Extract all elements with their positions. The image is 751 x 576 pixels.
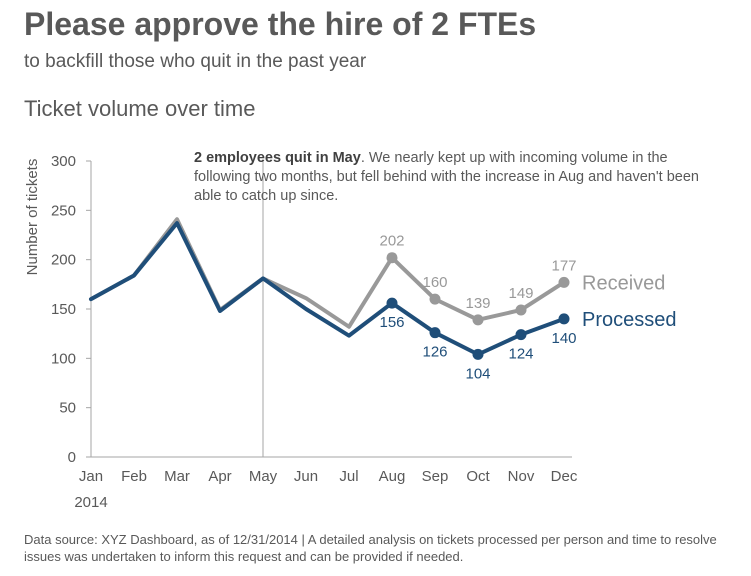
processed-marker (515, 329, 527, 341)
processed-marker (472, 348, 484, 360)
y-tick-label: 200 (51, 252, 76, 269)
y-tick-label: 150 (51, 301, 76, 318)
processed-data-label: 156 (379, 314, 404, 331)
y-axis-title: Number of tickets (24, 159, 41, 276)
x-year-label: 2014 (74, 494, 107, 511)
x-tick-label: Apr (208, 468, 231, 485)
annotation: 2 employees quit in May. We nearly kept … (194, 149, 704, 206)
annotation-text: . We nearly kept up with incoming volume… (194, 150, 699, 204)
processed-data-label: 126 (422, 344, 447, 361)
received-data-label: 149 (508, 285, 533, 302)
received-data-label: 202 (379, 233, 404, 250)
processed-data-label: 104 (465, 365, 490, 382)
chart-title: Please approve the hire of 2 FTEs (24, 6, 537, 42)
processed-data-label: 124 (508, 346, 533, 363)
x-tick-label: May (249, 468, 278, 485)
processed-series-line (89, 221, 566, 357)
x-tick-label: Mar (164, 468, 190, 485)
y-tick-label: 250 (51, 202, 76, 219)
x-tick-label: Sep (422, 468, 449, 485)
received-marker (558, 276, 570, 288)
received-series-line (89, 217, 566, 329)
received-series-label: Received (582, 272, 665, 294)
x-tick-label: Jun (294, 468, 318, 485)
x-tick-label: Jul (339, 468, 358, 485)
x-tick-label: Oct (466, 468, 490, 485)
x-tick-label: Jan (79, 468, 103, 485)
footer-note: Data source: XYZ Dashboard, as of 12/31/… (24, 532, 717, 564)
x-tick-label: Dec (551, 468, 578, 485)
processed-marker (429, 327, 441, 339)
y-tick-label: 50 (59, 400, 76, 417)
received-marker (429, 293, 441, 305)
received-marker (472, 314, 484, 326)
annotation-bold: 2 employees quit in May (194, 150, 361, 166)
received-marker (386, 252, 398, 264)
y-tick-label: 100 (51, 350, 76, 367)
received-data-label: 139 (465, 295, 490, 312)
received-marker (515, 304, 527, 316)
x-tick-label: Aug (379, 468, 406, 485)
chart-subtitle: to backfill those who quit in the past y… (24, 51, 367, 72)
processed-marker (558, 313, 570, 325)
y-tick-label: 300 (51, 153, 76, 170)
received-data-label: 177 (551, 257, 576, 274)
received-data-label: 160 (422, 274, 447, 291)
processed-data-label: 140 (551, 330, 576, 347)
processed-marker (386, 297, 398, 309)
x-tick-label: Feb (121, 468, 147, 485)
y-tick-label: 0 (68, 449, 76, 466)
x-tick-label: Nov (508, 468, 535, 485)
chart-heading: Ticket volume over time (24, 96, 256, 121)
processed-series-label: Processed (582, 309, 677, 331)
